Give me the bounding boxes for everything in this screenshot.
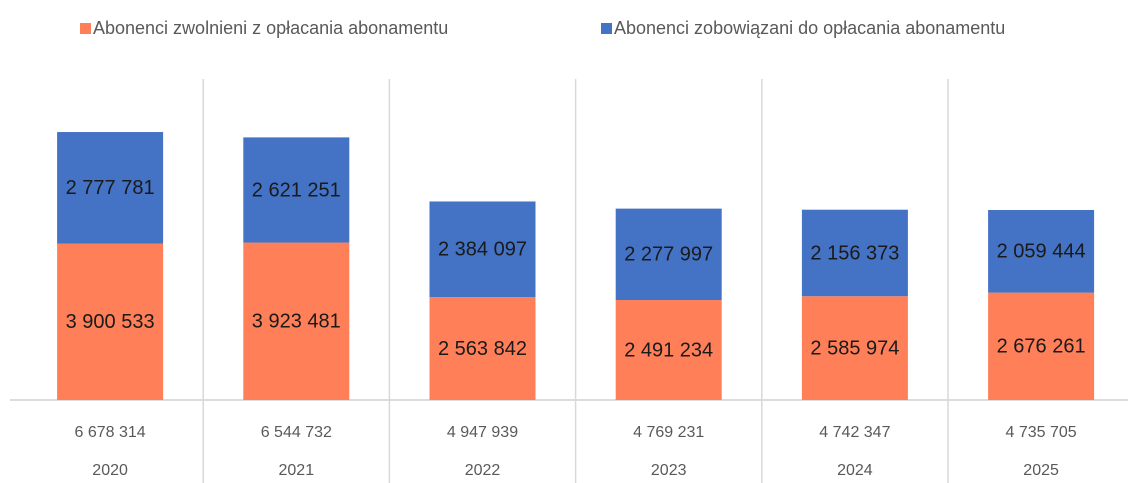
bar-segment	[429, 297, 536, 400]
data-label: 2 563 842	[438, 338, 527, 360]
total-label: 4 947 939	[447, 424, 518, 441]
x-tick-label: 2023	[651, 462, 687, 479]
data-label: 2 585 974	[810, 337, 899, 359]
legend-label: Abonenci zobowiązani do opłacania abonam…	[614, 18, 1005, 38]
bar-segment	[57, 243, 164, 400]
data-label: 2 384 097	[438, 239, 527, 261]
bar-segment	[988, 209, 1095, 293]
bar-segment	[615, 208, 722, 301]
bar-segment	[243, 242, 350, 400]
data-label: 2 676 261	[997, 336, 1086, 358]
data-label: 3 900 533	[66, 311, 155, 333]
bar-segment	[801, 209, 908, 297]
total-label: 4 742 347	[819, 424, 890, 441]
total-label: 4 769 231	[633, 424, 704, 441]
x-tick-label: 2022	[465, 462, 501, 479]
data-label: 3 923 481	[252, 311, 341, 333]
data-label: 2 059 444	[997, 241, 1086, 263]
x-tick-label: 2024	[837, 462, 873, 479]
total-label: 4 735 705	[1006, 424, 1077, 441]
bar-segment	[988, 292, 1095, 400]
bar-segment	[57, 132, 164, 244]
x-tick-label: 2021	[279, 462, 315, 479]
legend-swatch	[80, 23, 91, 34]
legend-label: Abonenci zwolnieni z opłacania abonament…	[93, 18, 448, 38]
bar-segment	[429, 201, 536, 298]
data-label: 2 777 781	[66, 177, 155, 199]
data-label: 2 621 251	[252, 179, 341, 201]
data-label: 2 491 234	[624, 339, 713, 361]
total-label: 6 678 314	[75, 424, 146, 441]
total-label: 6 544 732	[261, 424, 332, 441]
legend-swatch	[601, 23, 612, 34]
bar-segment	[801, 296, 908, 400]
data-label: 2 277 997	[624, 244, 713, 266]
bar-segment	[615, 300, 722, 400]
x-tick-label: 2020	[92, 462, 128, 479]
bar-segment	[243, 137, 350, 243]
data-label: 2 156 373	[810, 242, 899, 264]
x-tick-label: 2025	[1023, 462, 1059, 479]
